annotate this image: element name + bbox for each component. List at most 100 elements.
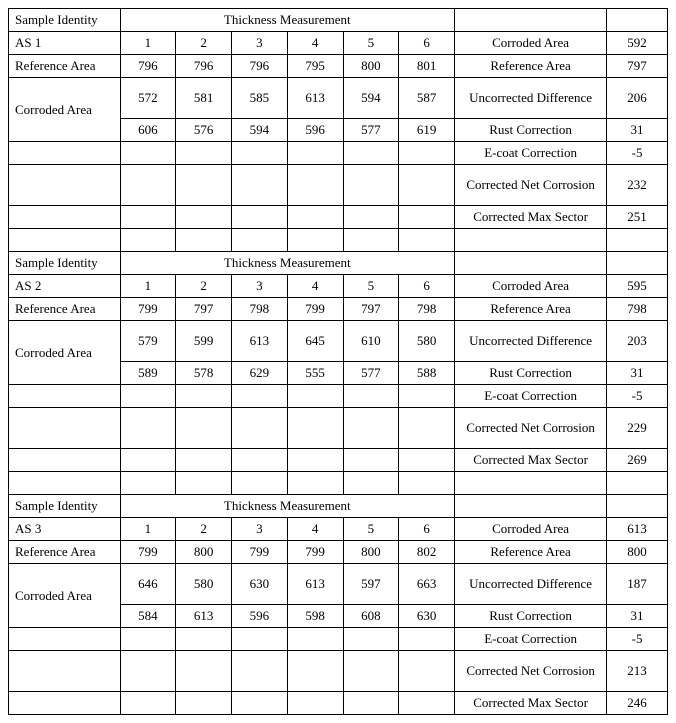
- corroded-row-1: Corroded Area646580630613597663Uncorrect…: [9, 564, 668, 605]
- blank-cell: [287, 651, 343, 692]
- blank-cell: [232, 142, 288, 165]
- spacer-cell: [287, 472, 343, 495]
- corroded-area-label: Corroded Area: [9, 321, 121, 385]
- result-value: 798: [607, 298, 668, 321]
- blank-cell: [232, 628, 288, 651]
- blank-cell: [455, 9, 607, 32]
- blank-cell: [120, 628, 176, 651]
- header-row: Sample IdentityThickness Measurement: [9, 9, 668, 32]
- blank-cell: [399, 408, 455, 449]
- blank-cell: [9, 692, 121, 715]
- spacer-cell: [287, 229, 343, 252]
- ecoat-row: E-coat Correction-5: [9, 142, 668, 165]
- corroded-value: 599: [176, 321, 232, 362]
- spacer-cell: [399, 472, 455, 495]
- corroded-value: 585: [232, 78, 288, 119]
- result-value: 229: [607, 408, 668, 449]
- result-label-ecoat-correction: E-coat Correction: [455, 142, 607, 165]
- blank-cell: [287, 206, 343, 229]
- blank-cell: [287, 408, 343, 449]
- reference-value: 799: [287, 298, 343, 321]
- corroded-value: 663: [399, 564, 455, 605]
- column-number: 5: [343, 518, 399, 541]
- result-value: 613: [607, 518, 668, 541]
- column-header-row: AS 2123456Corroded Area595: [9, 275, 668, 298]
- blank-cell: [232, 692, 288, 715]
- blank-cell: [343, 449, 399, 472]
- corroded-value: 588: [399, 362, 455, 385]
- result-label-corrected-max-sector: Corrected Max Sector: [455, 692, 607, 715]
- corroded-row-1: Corroded Area572581585613594587Uncorrect…: [9, 78, 668, 119]
- blank-cell: [232, 385, 288, 408]
- blank-cell: [176, 628, 232, 651]
- reference-value: 799: [120, 541, 176, 564]
- column-header-row: AS 3123456Corroded Area613: [9, 518, 668, 541]
- blank-cell: [9, 142, 121, 165]
- spacer-cell: [343, 472, 399, 495]
- column-header-row: AS 1123456Corroded Area592: [9, 32, 668, 55]
- corroded-value: 613: [176, 605, 232, 628]
- blank-cell: [343, 206, 399, 229]
- result-value: 213: [607, 651, 668, 692]
- header-row: Sample IdentityThickness Measurement: [9, 252, 668, 275]
- corroded-value: 619: [399, 119, 455, 142]
- corrected-max-row: Corrected Max Sector246: [9, 692, 668, 715]
- spacer-row: [9, 229, 668, 252]
- result-value: 592: [607, 32, 668, 55]
- corroded-value: 555: [287, 362, 343, 385]
- reference-value: 797: [343, 298, 399, 321]
- result-label-corrected-max-sector: Corrected Max Sector: [455, 449, 607, 472]
- corrected-net-row: Corrected Net Corrosion232: [9, 165, 668, 206]
- reference-value: 799: [120, 298, 176, 321]
- corroded-value: 630: [399, 605, 455, 628]
- corroded-value: 589: [120, 362, 176, 385]
- result-value: 31: [607, 119, 668, 142]
- reference-area-label: Reference Area: [9, 298, 121, 321]
- column-number: 4: [287, 32, 343, 55]
- result-label-uncorrected-difference: Uncorrected Difference: [455, 564, 607, 605]
- corroded-value: 579: [120, 321, 176, 362]
- corroded-value: 584: [120, 605, 176, 628]
- corroded-value: 613: [287, 78, 343, 119]
- blank-cell: [9, 408, 121, 449]
- blank-cell: [232, 165, 288, 206]
- result-value: 269: [607, 449, 668, 472]
- column-number: 1: [120, 275, 176, 298]
- corroded-value: 646: [120, 564, 176, 605]
- corroded-value: 606: [120, 119, 176, 142]
- column-number: 6: [399, 518, 455, 541]
- result-value: 206: [607, 78, 668, 119]
- result-value: -5: [607, 628, 668, 651]
- corroded-value: 597: [343, 564, 399, 605]
- result-value: 246: [607, 692, 668, 715]
- column-number: 3: [232, 275, 288, 298]
- column-number: 6: [399, 32, 455, 55]
- blank-cell: [343, 651, 399, 692]
- blank-cell: [9, 628, 121, 651]
- sample-id: AS 1: [9, 32, 121, 55]
- blank-cell: [232, 651, 288, 692]
- spacer-cell: [120, 472, 176, 495]
- blank-cell: [287, 449, 343, 472]
- blank-cell: [399, 692, 455, 715]
- blank-cell: [287, 692, 343, 715]
- blank-cell: [343, 142, 399, 165]
- reference-value: 796: [120, 55, 176, 78]
- result-label-corrected-max-sector: Corrected Max Sector: [455, 206, 607, 229]
- result-label-corrected-net-corrosion: Corrected Net Corrosion: [455, 408, 607, 449]
- result-label-corroded-area: Corroded Area: [455, 518, 607, 541]
- blank-cell: [343, 692, 399, 715]
- blank-cell: [343, 165, 399, 206]
- corroded-value: 645: [287, 321, 343, 362]
- blank-cell: [176, 449, 232, 472]
- result-value: 31: [607, 605, 668, 628]
- column-number: 2: [176, 32, 232, 55]
- reference-value: 800: [176, 541, 232, 564]
- blank-cell: [120, 408, 176, 449]
- corrected-max-row: Corrected Max Sector251: [9, 206, 668, 229]
- blank-cell: [176, 165, 232, 206]
- result-label-reference-area: Reference Area: [455, 541, 607, 564]
- column-number: 3: [232, 32, 288, 55]
- blank-cell: [399, 628, 455, 651]
- reference-value: 797: [176, 298, 232, 321]
